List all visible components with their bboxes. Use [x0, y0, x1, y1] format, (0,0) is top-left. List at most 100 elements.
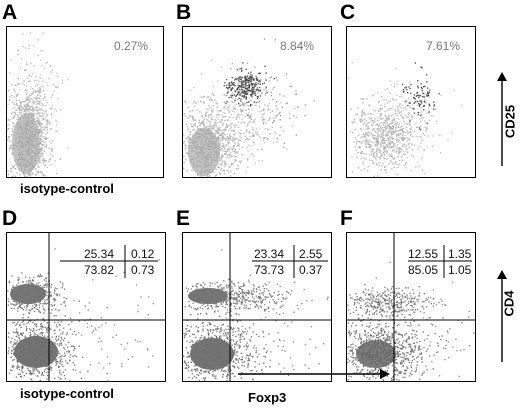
event-dot: [387, 146, 389, 148]
event-dot: [417, 87, 419, 89]
event-dot: [209, 97, 212, 99]
event-dot: [371, 119, 373, 122]
event-dot: [42, 118, 45, 121]
event-dot: [32, 360, 34, 363]
event-dot: [16, 288, 18, 290]
event-dot: [34, 333, 36, 336]
event-dot: [226, 86, 228, 89]
event-dot: [274, 39, 276, 41]
event-dot: [42, 153, 44, 155]
event-dot: [227, 92, 229, 94]
event-dot: [234, 305, 236, 307]
event-dot: [401, 159, 404, 161]
event-dot: [152, 355, 154, 357]
event-dot: [29, 285, 31, 287]
event-dot: [21, 82, 24, 84]
event-dot: [36, 123, 38, 125]
event-dot: [237, 142, 239, 144]
event-dot: [41, 115, 43, 118]
event-dot: [201, 342, 203, 344]
event-dot: [10, 134, 13, 136]
event-dot: [222, 150, 224, 152]
event-dot: [214, 99, 216, 101]
event-dot: [203, 155, 205, 157]
event-dot: [220, 297, 222, 299]
event-dot: [56, 124, 58, 126]
event-dot: [35, 133, 37, 136]
event-dot: [397, 126, 399, 128]
event-dot: [229, 137, 231, 139]
event-dot: [226, 303, 228, 306]
event-dot: [357, 151, 359, 153]
dots-e: [183, 249, 329, 382]
event-dot: [23, 153, 25, 155]
event-dot: [40, 348, 42, 350]
event-dot: [221, 154, 223, 157]
event-dot: [203, 102, 205, 104]
event-dot: [21, 332, 23, 335]
event-dot: [392, 127, 394, 130]
event-dot: [227, 356, 229, 358]
event-dot: [187, 366, 190, 369]
event-dot: [37, 39, 39, 41]
event-dot: [189, 139, 191, 141]
event-dot: [215, 151, 217, 153]
event-dot: [61, 82, 64, 84]
event-dot: [377, 131, 379, 133]
event-dot: [33, 294, 35, 297]
event-dot: [194, 164, 196, 166]
event-dot: [26, 99, 28, 101]
event-dot: [396, 106, 399, 109]
event-dot: [11, 369, 13, 372]
event-dot: [227, 140, 229, 142]
event-dot: [198, 119, 201, 121]
event-dot: [265, 309, 267, 311]
event-dot: [42, 32, 44, 34]
event-dot: [384, 103, 386, 105]
event-dot: [62, 339, 65, 342]
event-dot: [16, 328, 18, 330]
dots-a: [7, 32, 69, 178]
event-dot: [387, 145, 389, 147]
event-dot: [407, 139, 409, 141]
event-dot: [9, 342, 11, 344]
event-dot: [38, 161, 40, 163]
event-dot: [17, 307, 19, 310]
event-dot: [231, 291, 233, 293]
event-dot: [396, 123, 398, 125]
event-dot: [41, 354, 43, 357]
event-dot: [50, 359, 52, 361]
event-dot: [10, 144, 12, 146]
event-dot: [372, 113, 374, 116]
event-dot: [243, 94, 246, 97]
event-dot: [206, 129, 208, 131]
event-dot: [37, 122, 39, 124]
event-dot: [38, 132, 40, 134]
event-dot: [214, 311, 216, 313]
event-dot: [11, 130, 14, 132]
event-dot: [200, 294, 203, 296]
event-dot: [197, 288, 199, 290]
event-dot: [278, 113, 280, 115]
event-dot: [197, 146, 199, 148]
event-dot: [266, 91, 268, 94]
event-dot: [216, 296, 218, 299]
event-dot: [232, 302, 234, 304]
event-dot: [236, 152, 238, 154]
event-dot: [70, 345, 73, 347]
event-dot: [353, 121, 356, 123]
event-dot: [255, 288, 258, 290]
event-dot: [56, 348, 58, 350]
event-dot: [30, 157, 32, 160]
event-dot: [273, 86, 275, 89]
event-dot: [388, 107, 390, 110]
event-dot: [405, 100, 407, 103]
event-dot: [59, 353, 61, 355]
event-dot: [212, 370, 214, 373]
event-dot: [207, 170, 210, 173]
event-dot: [439, 152, 442, 154]
event-dot: [60, 377, 62, 380]
event-dot: [197, 297, 199, 299]
event-dot: [59, 362, 61, 365]
event-dot: [35, 162, 38, 164]
